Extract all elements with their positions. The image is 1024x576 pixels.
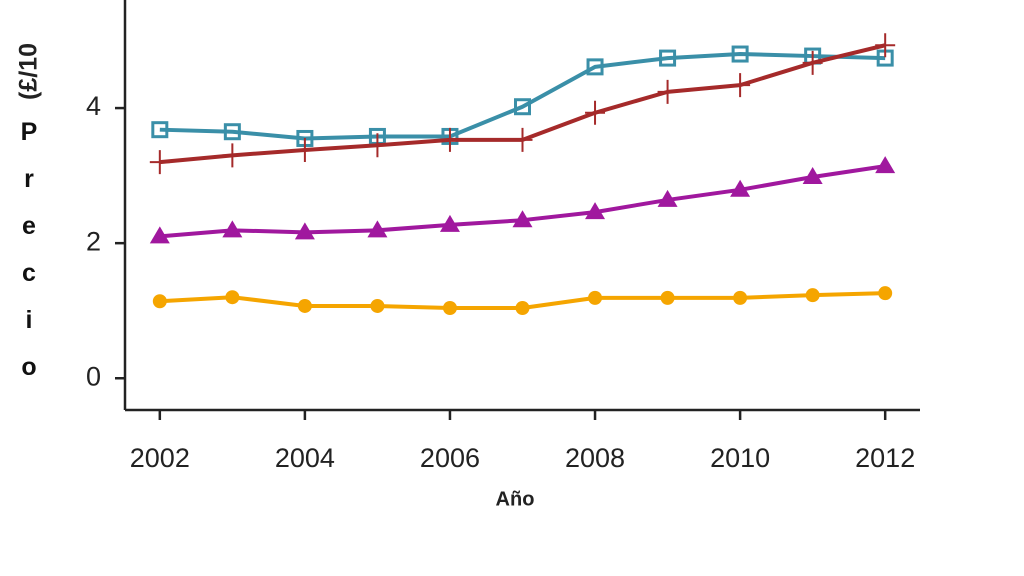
marker (442, 301, 457, 316)
marker (149, 226, 170, 244)
marker (223, 123, 241, 141)
marker (151, 121, 169, 139)
marker (225, 290, 240, 305)
marker (149, 150, 170, 175)
x-tick-label: 2010 (710, 443, 770, 473)
x-tick-label: 2004 (275, 443, 335, 473)
marker (297, 298, 312, 313)
marker (733, 290, 748, 305)
marker (585, 100, 606, 125)
x-tick-label: 2006 (420, 443, 480, 473)
marker (370, 298, 385, 313)
marker (730, 179, 751, 197)
marker (802, 166, 823, 184)
marker (588, 290, 603, 305)
marker (512, 127, 533, 152)
marker (222, 143, 243, 168)
marker (294, 137, 315, 162)
marker (657, 189, 678, 207)
marker (730, 73, 751, 98)
marker (660, 290, 675, 305)
marker (875, 156, 896, 174)
marker (515, 301, 530, 316)
x-tick-label: 2012 (855, 443, 915, 473)
marker (512, 210, 533, 228)
marker (659, 49, 677, 67)
marker (875, 33, 896, 58)
marker (585, 202, 606, 220)
series-line (159, 52, 886, 141)
y-axis-unit: (£/10 (15, 43, 43, 100)
marker (805, 288, 820, 303)
x-tick-label: 2002 (130, 443, 190, 473)
marker (586, 58, 604, 76)
marker (878, 286, 893, 301)
marker (367, 220, 388, 238)
marker (439, 214, 460, 232)
x-axis-title: Año (496, 488, 535, 510)
x-tick-label: 2008 (565, 443, 625, 473)
marker (152, 294, 167, 309)
marker (514, 98, 531, 116)
marker (294, 222, 315, 240)
marker (222, 220, 243, 238)
y-tick-label: 4 (86, 91, 101, 121)
marker (439, 127, 460, 152)
marker (731, 45, 749, 63)
y-axis-title: Precio (15, 118, 43, 400)
marker (657, 79, 678, 104)
marker (802, 50, 823, 75)
y-tick-label: 2 (86, 226, 101, 256)
marker (367, 133, 388, 158)
y-tick-label: 0 (86, 361, 101, 391)
